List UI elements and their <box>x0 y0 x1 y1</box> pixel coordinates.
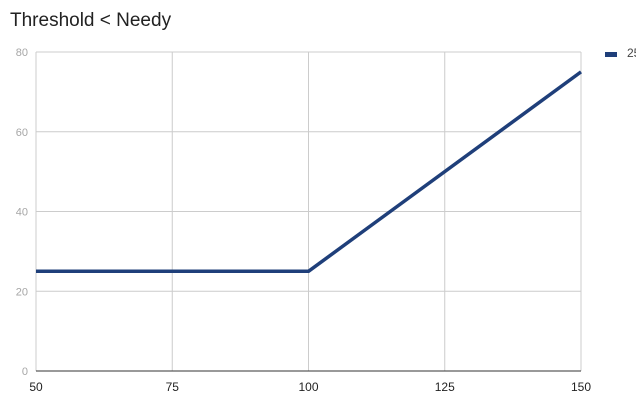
y-tick-label: 80 <box>16 47 28 59</box>
x-axis-ticks: 50 75 100 125 150 <box>29 380 591 394</box>
series-line <box>36 70 583 274</box>
y-tick-label: 20 <box>16 286 28 298</box>
x-tick-label: 50 <box>29 380 43 394</box>
x-tick-label: 125 <box>435 380 455 394</box>
y-tick-label: 60 <box>16 127 28 139</box>
y-axis-ticks: 0 20 40 60 80 <box>16 47 28 378</box>
y-tick-label: 0 <box>22 366 28 378</box>
y-tick-label: 40 <box>16 207 28 219</box>
x-tick-label: 100 <box>298 380 318 394</box>
legend-label: 25 <box>627 46 636 60</box>
legend: 25 <box>605 46 636 60</box>
x-tick-label: 150 <box>571 380 591 394</box>
gridlines <box>35 51 582 372</box>
chart-title: Threshold < Needy <box>10 10 172 31</box>
legend-swatch <box>605 52 617 57</box>
x-tick-label: 75 <box>166 380 180 394</box>
series-layer <box>36 70 583 274</box>
